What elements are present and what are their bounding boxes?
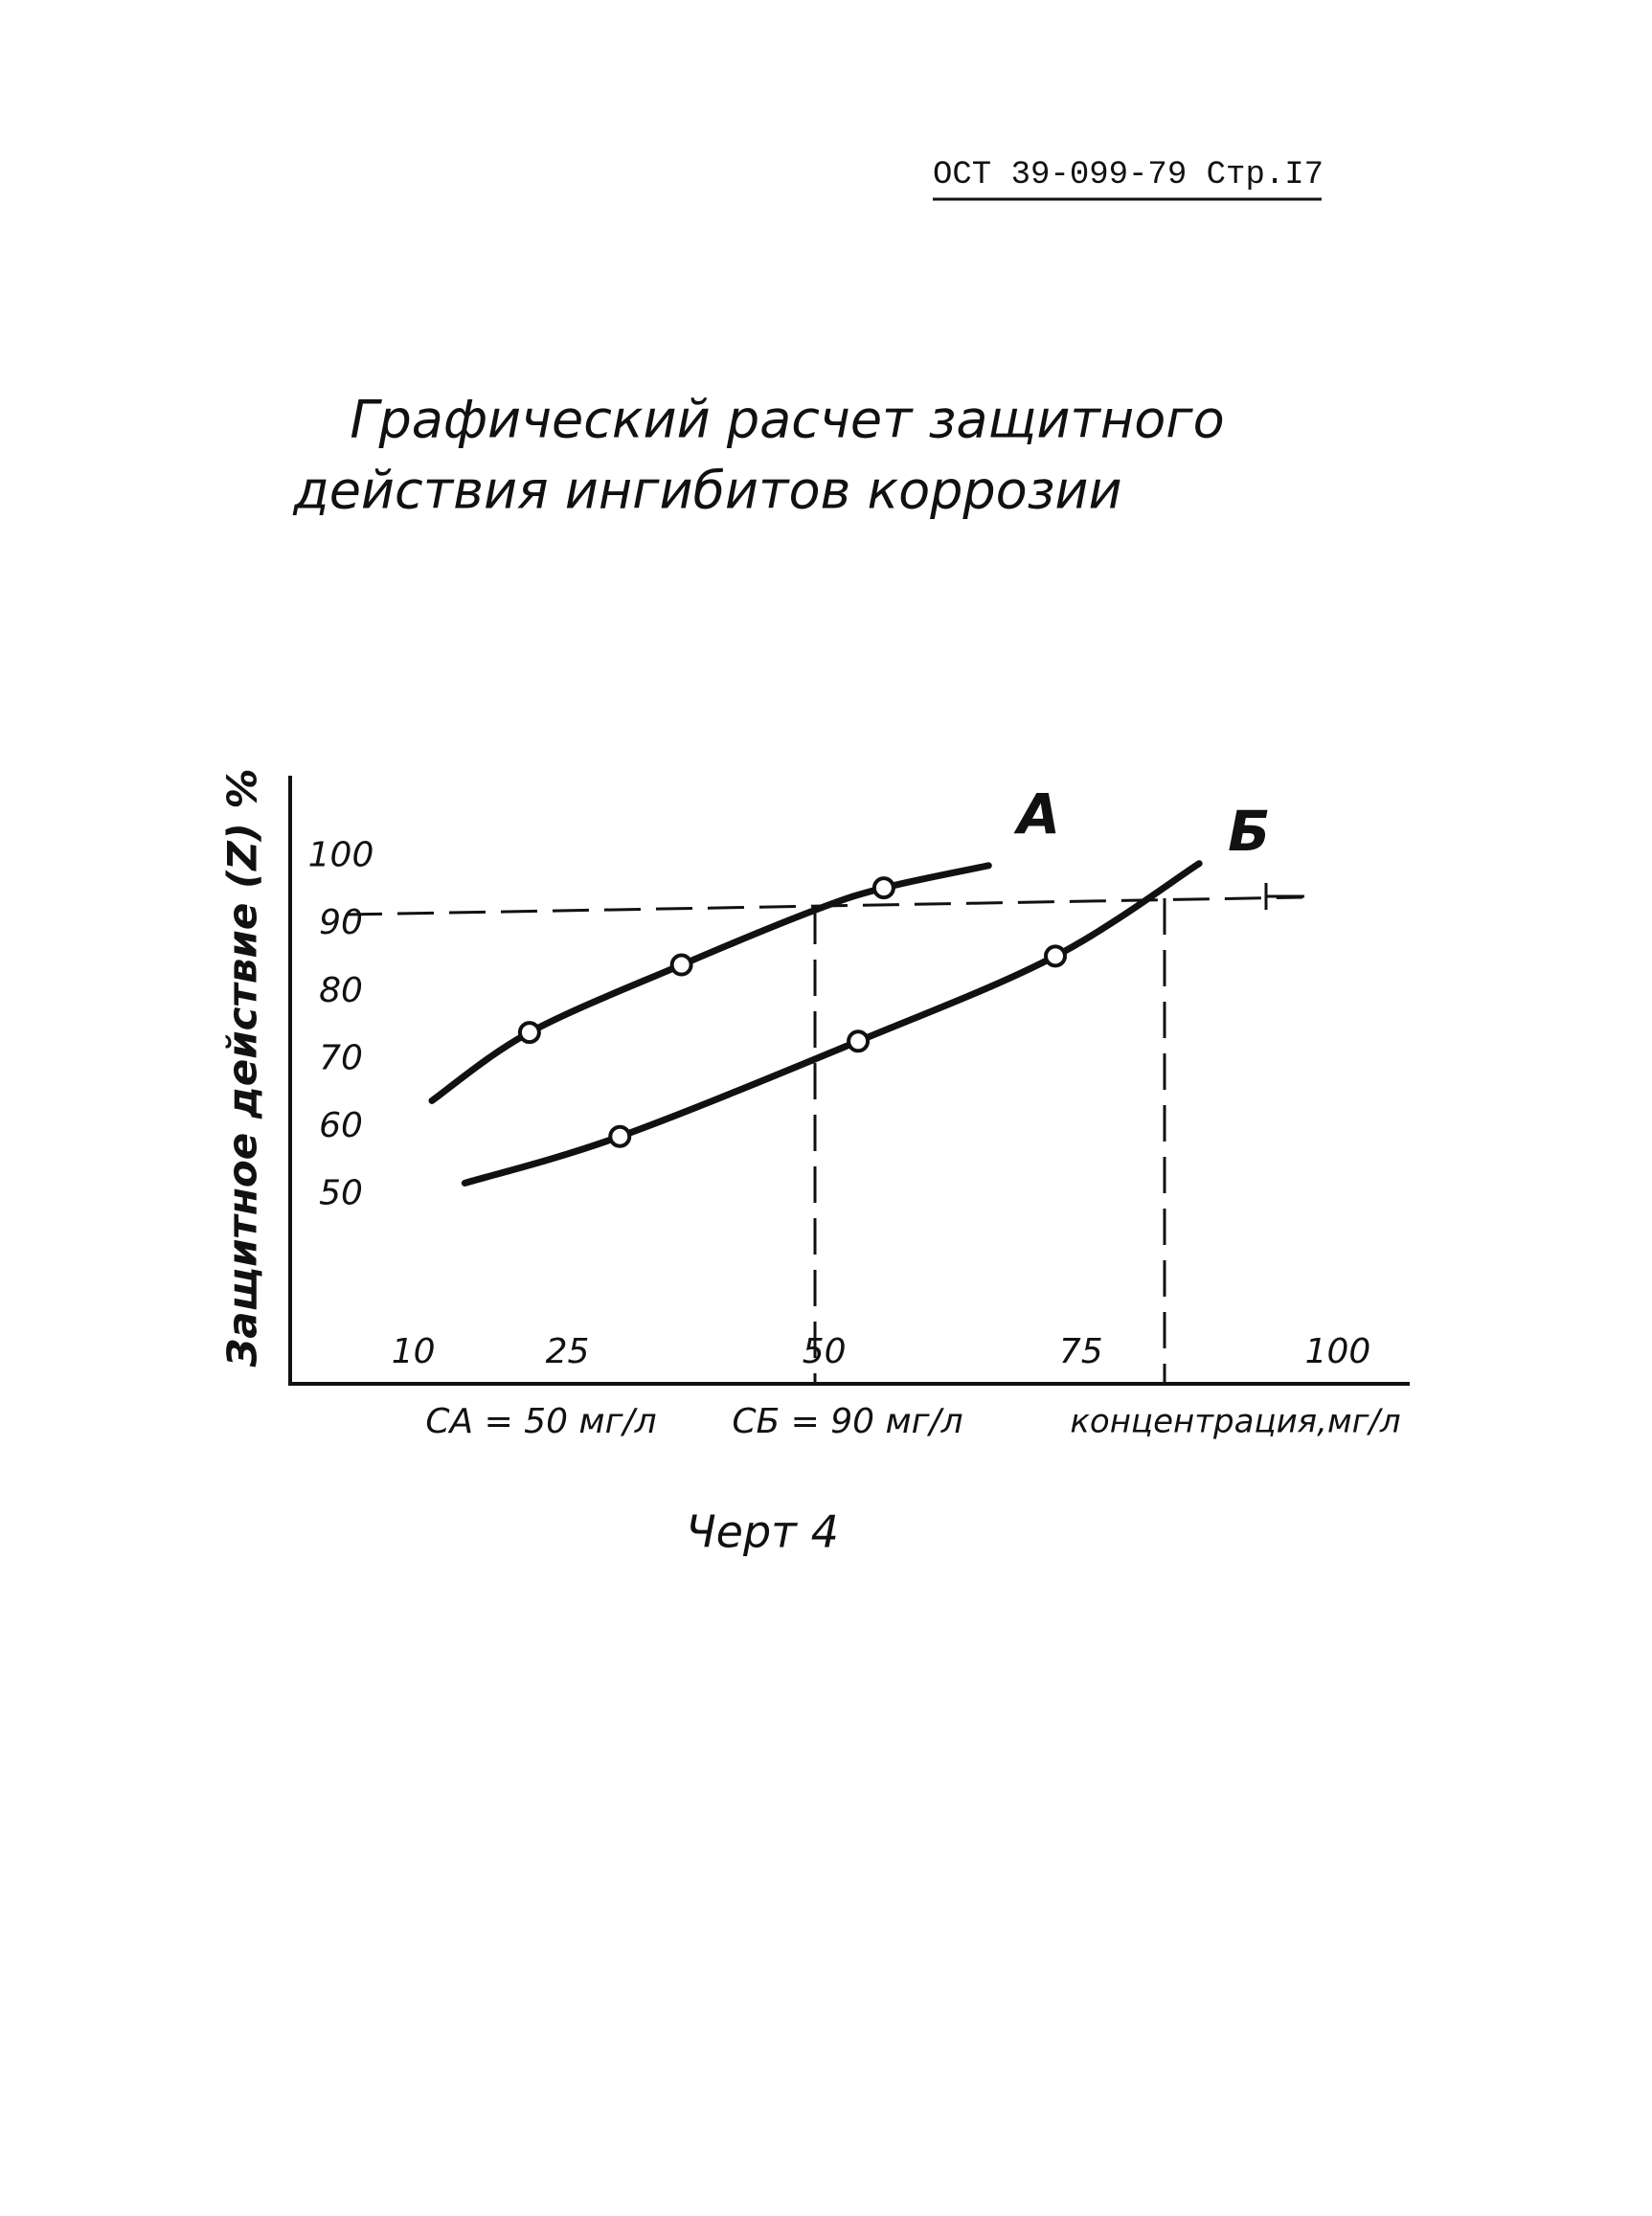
y-tick-label: 70 xyxy=(319,1038,363,1077)
title-line: действия ингибитов коррозии xyxy=(292,461,1121,521)
x-tick-label: 10 xyxy=(392,1332,436,1371)
x-tick-label: 100 xyxy=(1305,1332,1371,1371)
y-tick-label: 80 xyxy=(319,971,363,1010)
y-tick-label: 100 xyxy=(308,836,374,875)
curve xyxy=(428,862,992,1104)
y-tick-label: 90 xyxy=(319,903,363,942)
x-tick-label: 75 xyxy=(1059,1332,1103,1371)
data-point xyxy=(608,1124,632,1148)
y-tick-label: 50 xyxy=(319,1173,363,1212)
series-label: A xyxy=(1013,781,1060,847)
data-point xyxy=(847,1029,871,1053)
y-axis-label: Защитное действие (Z) % xyxy=(219,768,266,1368)
plot: 10 25 50 75 100 50 60 70 80 90 100 A Б xyxy=(308,781,1371,1371)
caption: Черт 4 xyxy=(686,1506,839,1558)
title-line: Графический расчет защитного xyxy=(350,390,1224,450)
data-point xyxy=(1043,944,1067,968)
data-point xyxy=(871,876,895,900)
header: ОСТ 39-099-79 Стр.I7 xyxy=(933,157,1324,193)
y-tick-label: 60 xyxy=(319,1106,363,1145)
annotation: CА = 50 мг/л xyxy=(425,1402,656,1441)
x-tick-label: 50 xyxy=(803,1332,847,1371)
x-axis-label: концентрация,мг/л xyxy=(1070,1403,1400,1441)
reading-lines xyxy=(345,895,1303,1384)
annotation: CБ = 90 мг/л xyxy=(732,1402,962,1441)
x-tick-label: 25 xyxy=(546,1332,590,1371)
series-label: Б xyxy=(1228,799,1270,864)
data-point xyxy=(517,1021,541,1045)
data-point xyxy=(669,953,693,977)
